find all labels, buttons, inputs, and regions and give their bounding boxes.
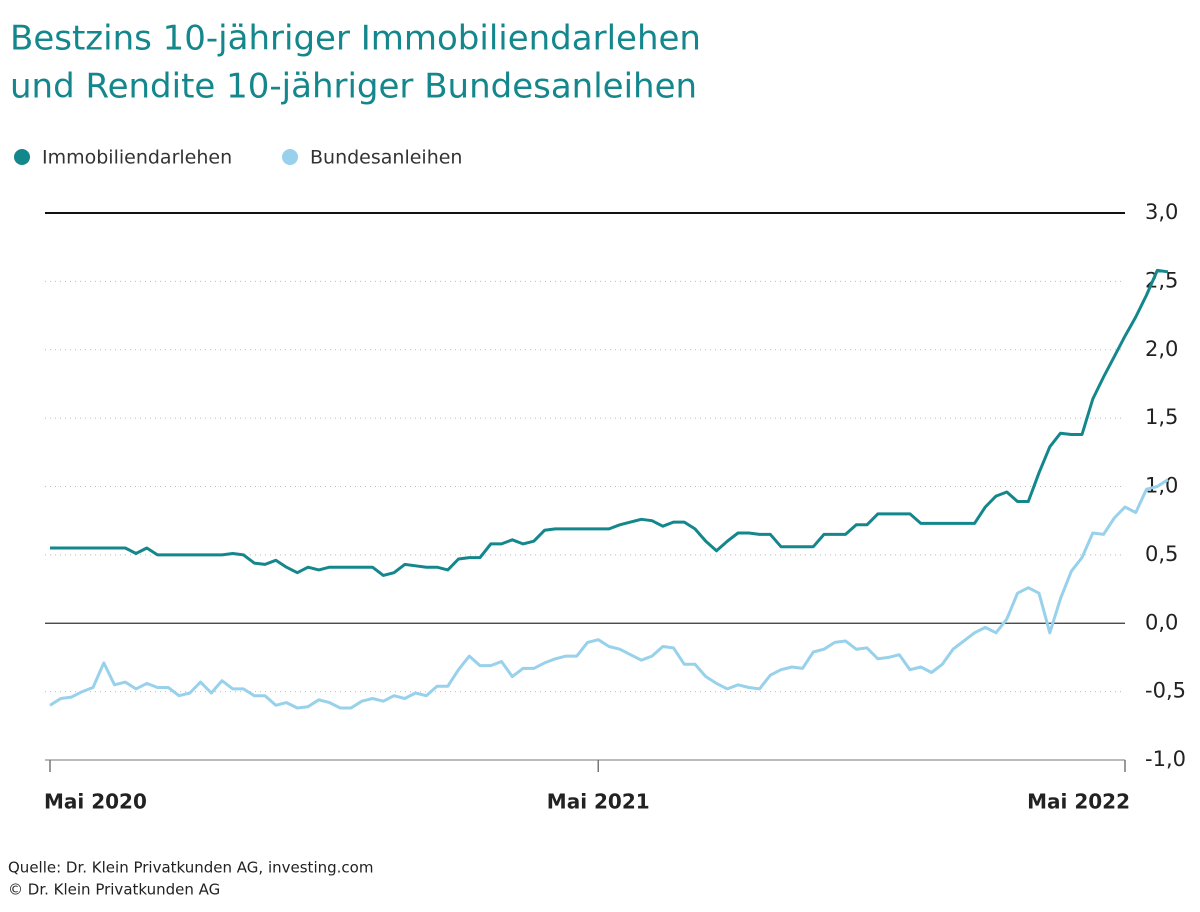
y-tick-label: 2,0 <box>1145 337 1178 361</box>
legend-label: Bundesanleihen <box>310 147 462 169</box>
source: Quelle: Dr. Klein Privatkunden AG, inves… <box>8 859 373 877</box>
chart-title: und Rendite 10-jähriger Bundesanleihen <box>10 67 697 107</box>
series-line <box>49 478 1169 710</box>
y-tick-label: -1,0 <box>1145 747 1186 771</box>
legend-label: Immobiliendarlehen <box>42 147 232 169</box>
x-tick-label: Mai 2021 <box>547 790 650 814</box>
legend-marker <box>14 149 30 165</box>
source: © Dr. Klein Privatkunden AG <box>8 881 220 899</box>
y-tick-label: 1,5 <box>1145 405 1178 429</box>
y-tick-label: 3,0 <box>1145 200 1178 224</box>
series-line <box>50 268 1169 577</box>
legend-marker <box>282 149 298 165</box>
y-tick-label: 0,5 <box>1145 542 1178 566</box>
x-tick-label: Mai 2020 <box>44 790 147 814</box>
x-tick-label: Mai 2022 <box>1027 790 1130 814</box>
y-tick-label: 1,0 <box>1145 474 1178 498</box>
y-tick-label: -0,5 <box>1145 679 1186 703</box>
chart-title: Bestzins 10-jähriger Immobiliendarlehen <box>10 19 701 59</box>
y-tick-label: 0,0 <box>1145 610 1178 634</box>
